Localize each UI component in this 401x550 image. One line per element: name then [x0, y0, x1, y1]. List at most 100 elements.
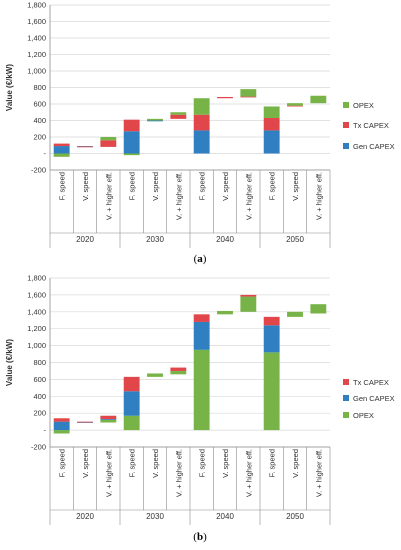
bar-segment [310, 95, 327, 104]
bar-segment [100, 419, 117, 423]
y-tick-label: 1,600 [27, 290, 46, 299]
bar-segment [193, 130, 210, 154]
bar-segment [53, 153, 70, 157]
y-tick-label: 1,400 [27, 34, 46, 43]
bar-segment [217, 310, 233, 315]
bar-segment [193, 321, 210, 350]
bar-segment [53, 146, 70, 154]
bar-segment [310, 304, 327, 314]
year-label: 2040 [216, 235, 234, 244]
y-tick-label: 600 [33, 375, 46, 384]
category-label: V. + higher eff. [314, 172, 323, 220]
category-label: F. speed [198, 449, 207, 477]
category-label: V. speed [221, 449, 230, 478]
bar-segment [147, 120, 163, 122]
y-tick-label: 200 [33, 133, 46, 142]
legend-label: OPEX [353, 101, 374, 110]
bar-segment [263, 325, 280, 353]
category-label: V. speed [151, 172, 160, 201]
bar-segment [287, 103, 303, 106]
bar-segment [263, 130, 280, 154]
bar-segment [240, 294, 257, 297]
chart-a: -200-2004006008001,0001,2001,4001,6001,8… [5, 1, 395, 266]
y-axis-label: Value (€/kW) [5, 64, 14, 111]
bar-segment [123, 119, 140, 132]
bar-segment [53, 421, 70, 431]
bar-segment [77, 422, 93, 423]
category-label: V. speed [151, 449, 160, 478]
year-label: 2020 [76, 512, 94, 521]
year-label: 2030 [146, 235, 164, 244]
y-tick-label: -200 [31, 443, 46, 452]
category-label: V. + higher eff. [314, 449, 323, 497]
y-tick-label: 1,000 [27, 67, 46, 76]
legend-label: Tx CAPEX [353, 378, 389, 387]
bar-segment [170, 367, 187, 371]
y-tick-label: 400 [33, 116, 46, 125]
category-label: F. speed [128, 172, 137, 200]
bar-segment [240, 96, 257, 98]
bar-segment [170, 112, 187, 115]
y-tick-label: 1,000 [27, 341, 46, 350]
bar-segment [193, 349, 210, 431]
bar-segment [123, 131, 140, 154]
bar-segment [287, 311, 303, 317]
category-label: V. + higher eff. [174, 449, 183, 497]
bar-segment [193, 114, 210, 131]
bar-segment [170, 370, 187, 375]
legend-label: Gen CAPEX [353, 142, 395, 151]
year-label: 2030 [146, 512, 164, 521]
category-label: V. + higher eff. [174, 172, 183, 220]
bar-segment [100, 140, 117, 147]
legend-swatch [343, 102, 349, 108]
category-label: V. speed [291, 172, 300, 201]
legend-swatch [343, 143, 349, 149]
y-tick-label: 600 [33, 100, 46, 109]
year-label: 2040 [216, 512, 234, 521]
y-tick-label: 1,400 [27, 307, 46, 316]
year-label: 2050 [286, 512, 304, 521]
year-label: 2020 [76, 235, 94, 244]
y-axis-label: Value (€/kW) [5, 339, 14, 386]
y-tick-label: 800 [33, 358, 46, 367]
bar-segment [263, 352, 280, 431]
y-tick-label: 1,600 [27, 17, 46, 26]
category-label: V. + higher eff. [104, 172, 113, 220]
category-label: V. speed [291, 449, 300, 478]
bar-segment [287, 105, 303, 107]
bar-segment [123, 376, 140, 392]
y-tick-label: 1,800 [27, 1, 46, 10]
legend-swatch [343, 122, 349, 128]
legend-swatch [343, 395, 349, 401]
bar-segment [77, 146, 93, 148]
bar-segment [100, 419, 117, 420]
y-tick-label: - [44, 426, 47, 435]
y-tick-label: 800 [33, 83, 46, 92]
category-label: F. speed [268, 172, 277, 200]
category-label: V. + higher eff. [104, 449, 113, 497]
category-label: V. + higher eff. [244, 449, 253, 497]
category-label: F. speed [128, 449, 137, 477]
category-label: F. speed [58, 449, 67, 477]
y-tick-label: 200 [33, 409, 46, 418]
bar-segment [77, 146, 93, 147]
legend-label: Tx CAPEX [353, 121, 389, 130]
bar-segment [147, 373, 163, 377]
legend-label: Gen CAPEX [353, 394, 395, 403]
bar-segment [53, 143, 70, 147]
bar-segment [123, 153, 140, 156]
chart-b: -200-2004006008001,0001,2001,4001,6001,8… [5, 274, 395, 544]
bar-segment [147, 118, 163, 121]
year-label: 2050 [286, 235, 304, 244]
bar-segment [100, 415, 117, 420]
y-tick-label: 400 [33, 392, 46, 401]
category-label: V. speed [81, 172, 90, 201]
bar-segment [193, 98, 210, 115]
caption: (b) [193, 531, 207, 543]
y-tick-label: -200 [31, 166, 46, 175]
category-label: F. speed [268, 449, 277, 477]
bar-segment [53, 418, 70, 422]
category-label: V. speed [221, 172, 230, 201]
bar-segment [263, 316, 280, 326]
